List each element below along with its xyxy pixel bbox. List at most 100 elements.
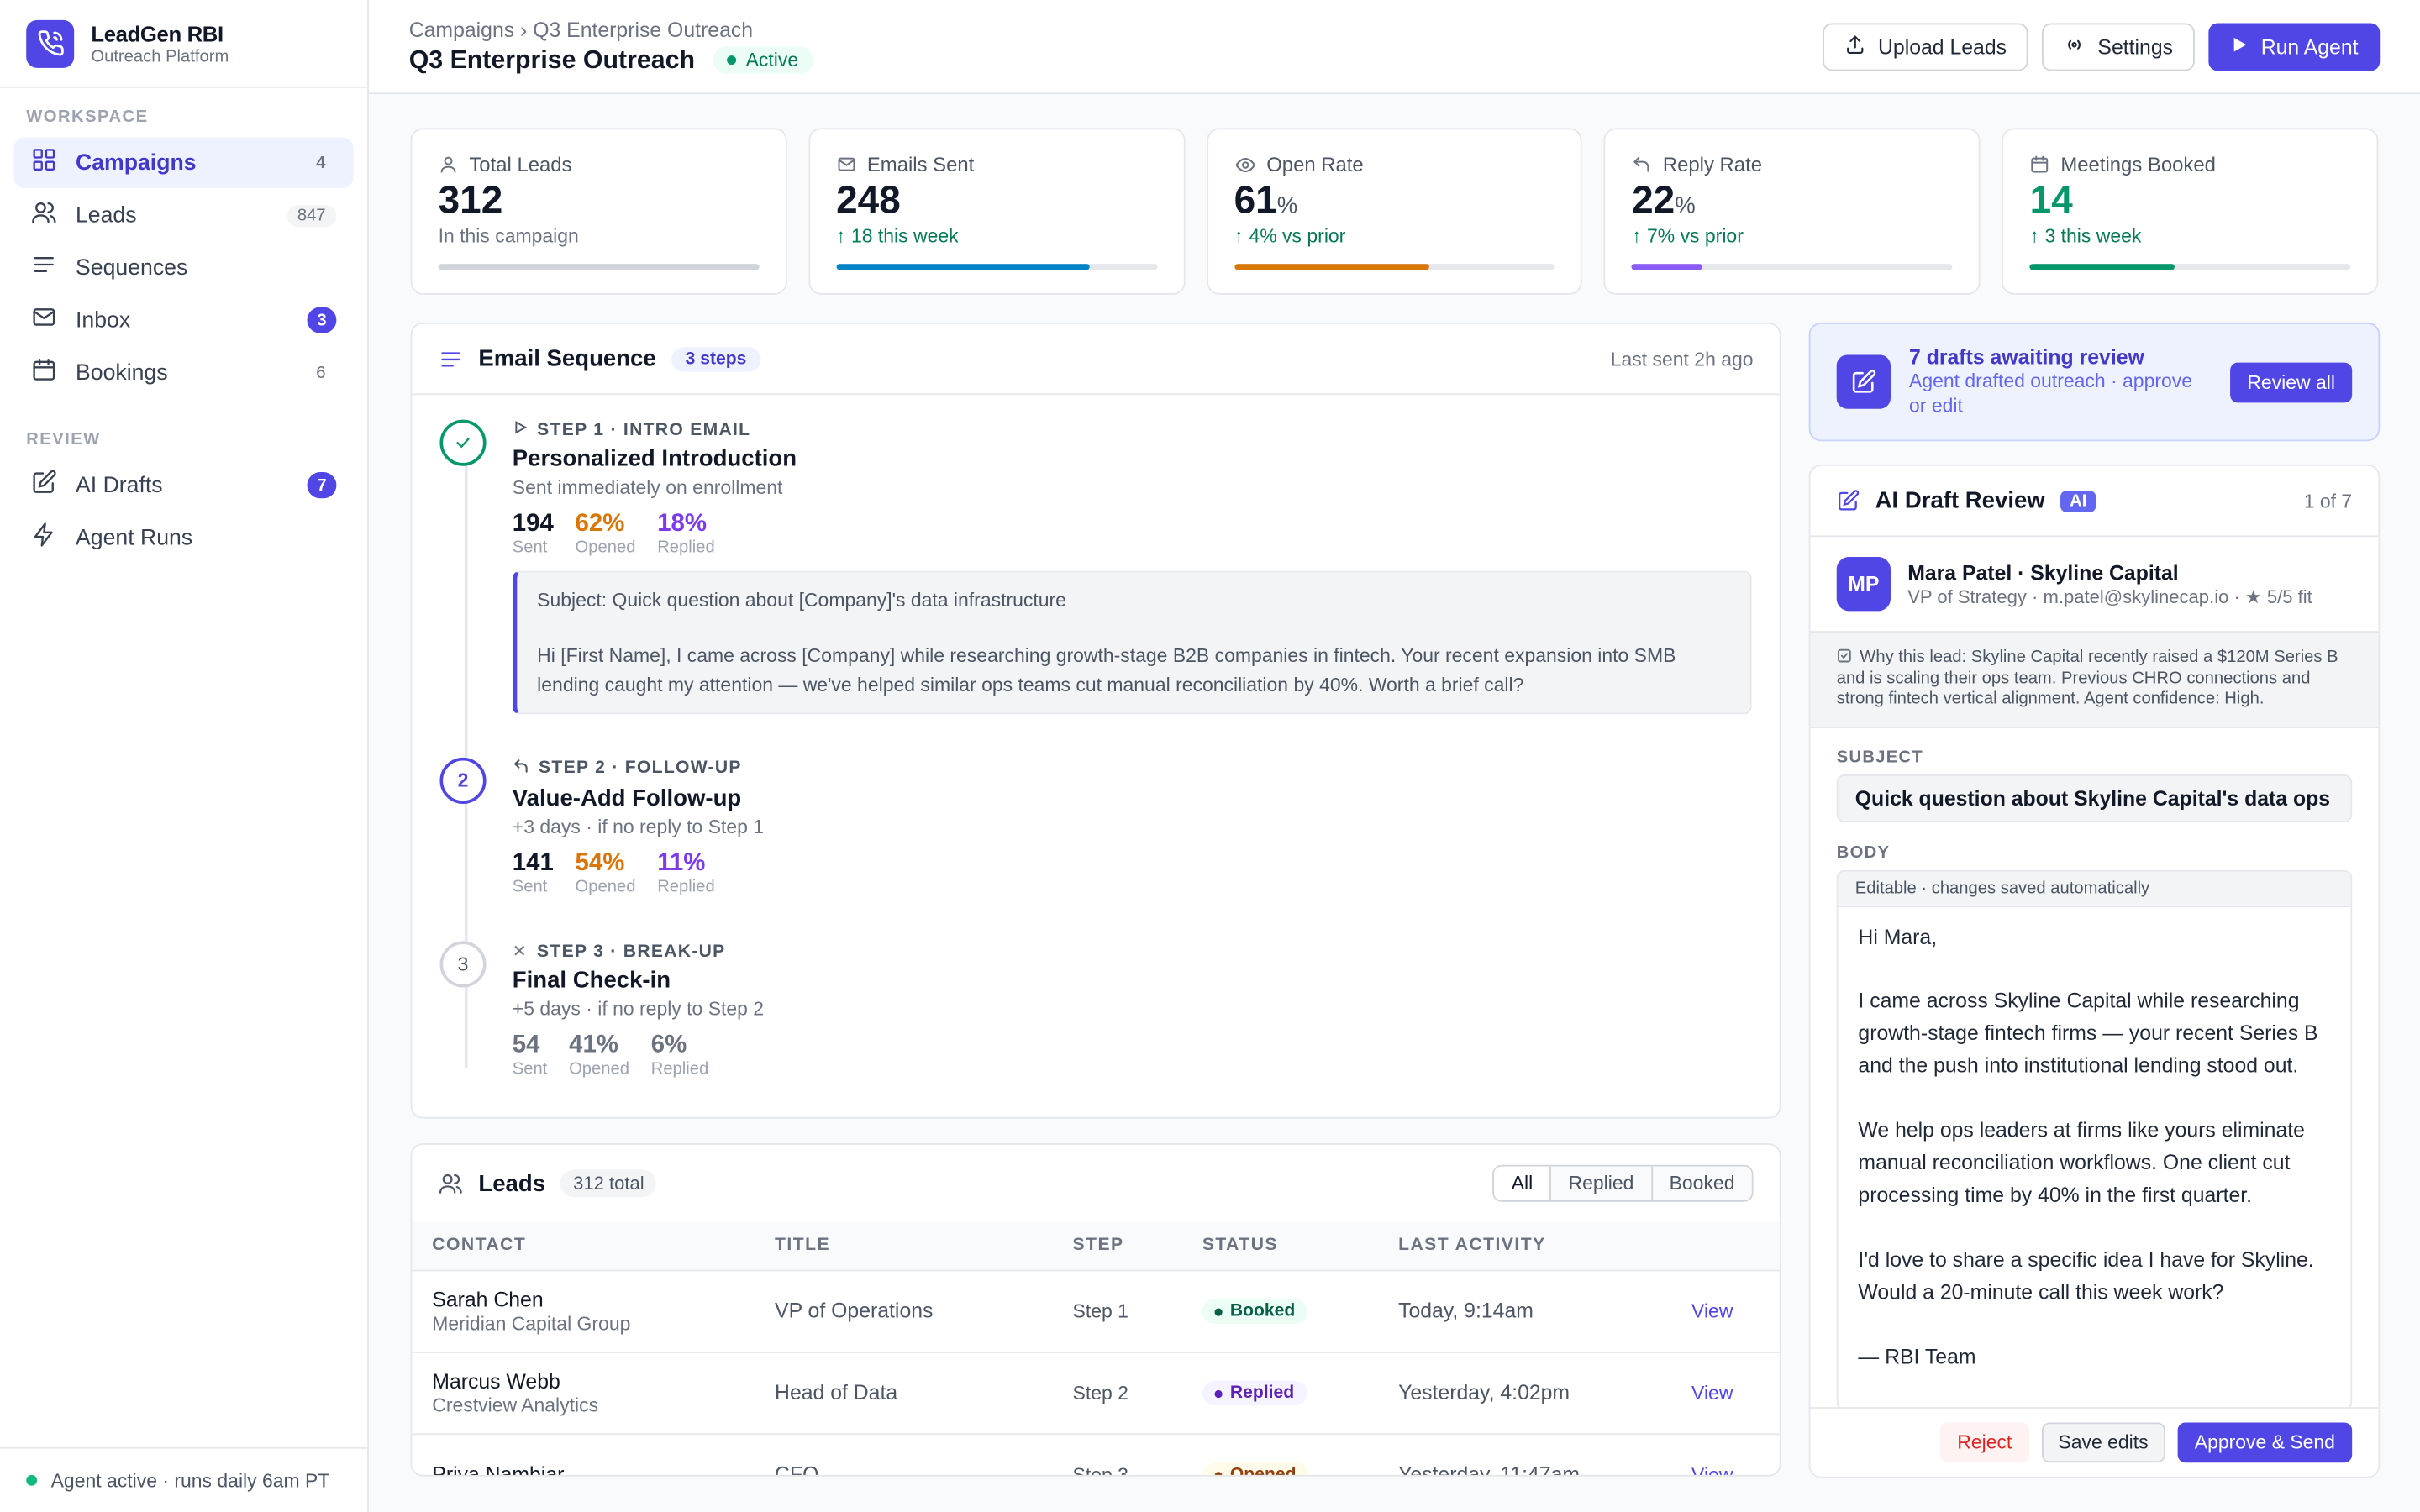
filter-booked[interactable]: Booked bbox=[1650, 1166, 1752, 1200]
stat-label: Reply Rate bbox=[1662, 152, 1763, 176]
reject-button[interactable]: Reject bbox=[1940, 1422, 2029, 1463]
stat-unit: % bbox=[1276, 192, 1298, 219]
stat-unit: % bbox=[1675, 192, 1696, 219]
sidebar-item-ai-drafts[interactable]: AI Drafts 7 bbox=[14, 459, 354, 511]
column-header[interactable]: LAST ACTIVITY bbox=[1378, 1221, 1672, 1271]
lead-rationale: Why this lead: Skyline Capital recently … bbox=[1810, 633, 2379, 728]
sidebar-item-bookings[interactable]: Bookings 6 bbox=[14, 347, 354, 398]
stat-subtext: ↑ 18 this week bbox=[836, 225, 959, 247]
progress-fill bbox=[438, 264, 760, 270]
view-link[interactable]: View bbox=[1691, 1464, 1733, 1477]
stat-label: Emails Sent bbox=[866, 152, 975, 176]
agent-status: Agent active · runs daily 6am PT bbox=[0, 1446, 368, 1512]
sidebar-item-inbox[interactable]: Inbox 3 bbox=[14, 295, 354, 346]
stat-value: 248 bbox=[836, 179, 1157, 223]
email-preview[interactable]: Subject: Quick question about [Company]'… bbox=[512, 570, 1752, 715]
approve-send-button[interactable]: Approve & Send bbox=[2177, 1422, 2353, 1463]
stat-subtext: In this campaign bbox=[438, 225, 579, 247]
view-link[interactable]: View bbox=[1691, 1382, 1733, 1404]
sidebar-item-agent-runs[interactable]: Agent Runs bbox=[14, 512, 354, 564]
run-agent-button[interactable]: Run Agent bbox=[2208, 22, 2381, 71]
checkbox-icon bbox=[1837, 648, 1852, 669]
replied-label: Replied bbox=[657, 538, 715, 558]
table-row[interactable]: Marcus Webb Crestview Analytics Head of D… bbox=[412, 1351, 1780, 1435]
sent-count: 54 bbox=[512, 1032, 540, 1058]
edit-icon bbox=[1836, 354, 1891, 409]
banner-subtitle: Agent drafted outreach · approve or edit bbox=[1909, 370, 2193, 416]
leads-table: CONTACT TITLE STEP STATUS LAST ACTIVITY … bbox=[412, 1221, 1780, 1477]
upload-leads-button[interactable]: Upload Leads bbox=[1822, 22, 2028, 71]
column-header[interactable]: CONTACT bbox=[412, 1221, 755, 1271]
table-row[interactable]: Sarah Chen Meridian Capital Group VP of O… bbox=[412, 1269, 1780, 1352]
stat-card: Emails Sent 248 ↑ 18 this week bbox=[808, 128, 1185, 295]
progress-fill bbox=[836, 264, 1090, 270]
sent-count: 194 bbox=[512, 510, 554, 538]
stat-number: 14 bbox=[2029, 179, 2073, 223]
opened-rate: 54% bbox=[575, 850, 625, 877]
contact-title: CFO bbox=[755, 1433, 1053, 1475]
sidebar-item-label: Campaigns bbox=[76, 150, 197, 176]
stat-value: 14 bbox=[2030, 179, 2351, 223]
step-title: Value-Add Follow-up bbox=[512, 785, 742, 812]
filter-replied[interactable]: Replied bbox=[1549, 1166, 1651, 1200]
email-body: Hi [First Name], I came across [Company]… bbox=[537, 644, 1676, 696]
status-dot-icon bbox=[1214, 1308, 1223, 1316]
stat-value: 312 bbox=[439, 179, 760, 223]
opened-label: Opened bbox=[575, 538, 636, 558]
sent-count: 141 bbox=[512, 850, 554, 877]
subject-label: SUBJECT bbox=[1836, 748, 1924, 767]
settings-button[interactable]: Settings bbox=[2042, 22, 2195, 71]
step-title: Final Check-in bbox=[512, 967, 671, 994]
progress-bar bbox=[1632, 264, 1953, 270]
progress-bar bbox=[2029, 264, 2351, 270]
filter-all[interactable]: All bbox=[1494, 1166, 1550, 1200]
sidebar-item-label: Inbox bbox=[76, 307, 131, 333]
stat-number: 61 bbox=[1234, 179, 1277, 223]
status-badge: Opened bbox=[1202, 1462, 1309, 1475]
view-link[interactable]: View bbox=[1691, 1300, 1733, 1323]
lead-details: VP of Strategy · m.patel@skylinecap.io ·… bbox=[1907, 585, 2312, 607]
column-header[interactable]: STATUS bbox=[1181, 1221, 1379, 1271]
sidebar-item-label: Agent Runs bbox=[76, 525, 193, 550]
progress-bar bbox=[438, 264, 760, 270]
mail-icon bbox=[836, 155, 856, 175]
agent-status-text: Agent active · runs daily 6am PT bbox=[50, 1469, 330, 1492]
brand: LeadGen RBI Outreach Platform bbox=[0, 0, 368, 88]
users-icon bbox=[31, 199, 57, 232]
body-editor[interactable]: Editable · changes saved automatically H… bbox=[1836, 869, 2353, 1410]
list-icon bbox=[439, 346, 463, 370]
sent-label: Sent bbox=[512, 1059, 548, 1079]
status-dot-icon bbox=[1214, 1389, 1223, 1398]
sequence-step[interactable]: 2 STEP 2 · FOLLOW-UP Value-Add Follow-up… bbox=[439, 757, 1751, 897]
user-icon bbox=[439, 155, 459, 175]
stat-card: Total Leads 312 In this campaign bbox=[410, 128, 787, 295]
save-edits-button[interactable]: Save edits bbox=[2041, 1422, 2165, 1463]
sidebar-item-leads[interactable]: Leads 847 bbox=[14, 190, 354, 241]
section-title: AI Draft Review bbox=[1875, 487, 2045, 514]
column-header[interactable]: TITLE bbox=[755, 1221, 1053, 1271]
sequence-step[interactable]: 3 ✕ STEP 3 · BREAK-UP Final Check-in +5 d… bbox=[439, 941, 1751, 1079]
drafts-badge: 7 bbox=[307, 472, 337, 499]
contact-company: Crestview Analytics bbox=[432, 1394, 599, 1416]
section-title: Email Sequence bbox=[478, 345, 656, 372]
body-text[interactable]: Hi Mara, I came across Skyline Capital w… bbox=[1839, 906, 2351, 1408]
review-all-button[interactable]: Review all bbox=[2230, 361, 2353, 402]
column-header[interactable]: STEP bbox=[1052, 1221, 1182, 1271]
status-text: Active bbox=[745, 49, 799, 71]
sidebar-item-campaigns[interactable]: Campaigns 4 bbox=[13, 137, 354, 189]
sent-label: Sent bbox=[512, 538, 548, 558]
status-badge: Booked bbox=[1202, 1299, 1308, 1325]
play-icon bbox=[2230, 34, 2249, 58]
sequence-step[interactable]: STEP 1 · INTRO EMAIL Personalized Introd… bbox=[439, 419, 1752, 715]
sidebar-item-sequences[interactable]: Sequences bbox=[14, 242, 354, 293]
subject-field[interactable]: Quick question about Skyline Capital's d… bbox=[1836, 774, 2353, 822]
opened-label: Opened bbox=[575, 878, 636, 897]
edit-icon bbox=[1837, 489, 1860, 512]
last-sent: Last sent 2h ago bbox=[1610, 348, 1754, 370]
last-activity: Yesterday, 11:47am bbox=[1378, 1433, 1672, 1475]
stat-card: Reply Rate 22% ↑ 7% vs prior bbox=[1604, 128, 1981, 295]
last-activity: Yesterday, 4:02pm bbox=[1378, 1351, 1672, 1435]
table-row[interactable]: Priya Nambiar CFO Step 3 Opened Yesterda… bbox=[412, 1433, 1780, 1477]
breadcrumb[interactable]: Campaigns › Q3 Enterprise Outreach bbox=[408, 18, 754, 41]
section-title: Leads bbox=[478, 1170, 546, 1197]
